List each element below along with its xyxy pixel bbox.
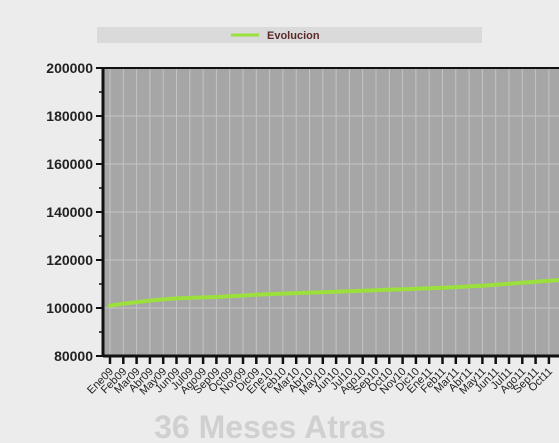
series-points bbox=[108, 279, 551, 308]
data-point bbox=[254, 293, 258, 297]
data-point bbox=[454, 285, 458, 289]
data-point bbox=[188, 296, 192, 300]
y-tick-label: 80000 bbox=[54, 348, 93, 364]
data-point bbox=[387, 288, 391, 292]
y-tick-label: 160000 bbox=[46, 156, 93, 172]
y-tick-label: 140000 bbox=[46, 204, 93, 220]
legend-label: Evolucion bbox=[267, 30, 320, 42]
y-tick-label: 120000 bbox=[46, 252, 93, 268]
x-axis-title: 36 Meses Atras bbox=[154, 409, 386, 443]
data-point bbox=[201, 295, 205, 299]
data-point bbox=[427, 286, 431, 290]
data-point bbox=[321, 290, 325, 294]
data-point bbox=[374, 288, 378, 292]
data-point bbox=[281, 292, 285, 296]
y-tick-label: 100000 bbox=[46, 300, 93, 316]
data-point bbox=[494, 283, 498, 287]
series-line-evolucion bbox=[108, 278, 559, 308]
data-point bbox=[547, 279, 551, 283]
data-point bbox=[520, 281, 524, 285]
data-point bbox=[294, 291, 298, 295]
data-point bbox=[268, 292, 272, 296]
data-point bbox=[507, 282, 511, 286]
data-point bbox=[467, 284, 471, 288]
data-point bbox=[441, 286, 444, 290]
data-point bbox=[480, 284, 484, 288]
y-tick-label: 200000 bbox=[46, 60, 93, 76]
data-point bbox=[347, 289, 351, 293]
data-point bbox=[121, 302, 125, 306]
data-point bbox=[175, 296, 178, 300]
y-tick-label: 180000 bbox=[46, 108, 93, 124]
data-point bbox=[534, 280, 538, 284]
data-point bbox=[161, 297, 165, 301]
data-point bbox=[135, 300, 139, 304]
data-point bbox=[148, 299, 152, 303]
data-point bbox=[414, 287, 418, 291]
data-point bbox=[108, 304, 112, 308]
data-point bbox=[214, 295, 218, 299]
legend-bar bbox=[97, 27, 482, 43]
data-point bbox=[401, 287, 405, 291]
data-point bbox=[241, 294, 245, 298]
data-point bbox=[228, 294, 232, 298]
data-point bbox=[334, 290, 338, 294]
legend: Evolucion bbox=[231, 30, 320, 42]
data-point bbox=[361, 289, 365, 293]
data-point bbox=[308, 291, 311, 295]
